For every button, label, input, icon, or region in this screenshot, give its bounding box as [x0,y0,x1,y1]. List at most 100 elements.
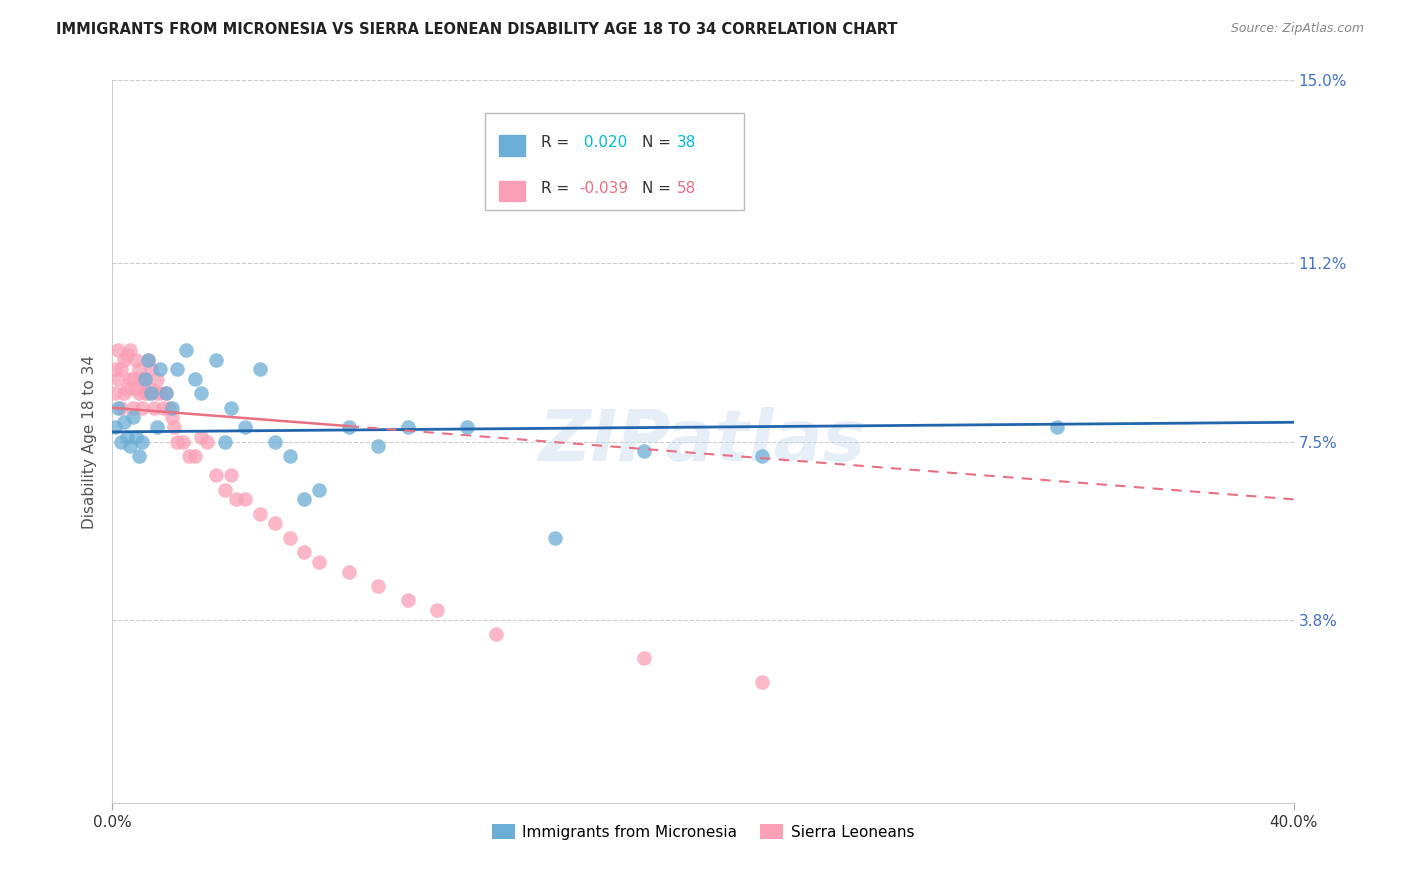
Text: IMMIGRANTS FROM MICRONESIA VS SIERRA LEONEAN DISABILITY AGE 18 TO 34 CORRELATION: IMMIGRANTS FROM MICRONESIA VS SIERRA LEO… [56,22,898,37]
Point [233,492,256,507]
Point [1046,420,1069,434]
Point [633,651,655,665]
Point [146,372,169,386]
Point [110,401,132,415]
Point [195,434,218,449]
Point [134,372,156,386]
Point [205,468,228,483]
Point [136,352,159,367]
Y-axis label: Disability Age 18 to 34: Disability Age 18 to 34 [82,354,97,529]
Text: 38: 38 [678,135,696,150]
Point [160,401,183,415]
Point [134,372,156,386]
Point [120,439,142,453]
Legend: Immigrants from Micronesia, Sierra Leoneans: Immigrants from Micronesia, Sierra Leone… [485,818,921,846]
Point [278,531,301,545]
Point [104,386,127,401]
Point [142,401,165,415]
Point [122,372,145,386]
Point [131,372,153,386]
Point [190,430,212,444]
FancyBboxPatch shape [485,112,744,211]
Point [125,382,148,396]
Point [163,420,186,434]
Point [125,430,148,444]
Text: ZIPatlas: ZIPatlas [540,407,866,476]
Point [146,420,169,434]
Point [117,348,138,362]
Point [367,439,389,453]
Point [155,386,177,401]
Point [292,492,315,507]
Point [110,362,132,376]
Point [139,386,162,401]
Point [485,627,508,641]
Point [426,603,449,617]
Point [367,579,389,593]
Point [155,386,177,401]
Point [172,434,194,449]
Point [751,449,773,463]
Point [233,420,256,434]
Point [117,430,138,444]
Point [544,531,567,545]
Point [120,343,142,357]
Point [308,555,330,569]
Point [396,420,419,434]
Point [225,492,247,507]
Point [751,675,773,690]
Point [249,362,271,376]
Point [166,362,188,376]
Point [214,483,236,497]
Point [184,449,207,463]
Point [149,386,172,401]
Point [139,382,162,396]
Point [117,382,138,396]
Point [128,449,150,463]
Point [149,362,172,376]
Point [134,386,156,401]
Point [337,420,360,434]
Text: N =: N = [641,181,675,196]
Text: R =: R = [541,181,574,196]
Text: Source: ZipAtlas.com: Source: ZipAtlas.com [1230,22,1364,36]
Point [205,352,228,367]
Point [337,565,360,579]
Point [131,434,153,449]
Point [122,401,145,415]
Point [107,401,129,415]
Point [219,468,242,483]
Point [166,434,188,449]
Bar [499,181,524,202]
Point [112,352,135,367]
Point [107,372,129,386]
Point [308,483,330,497]
Point [264,434,287,449]
Point [128,362,150,376]
Point [179,449,201,463]
Point [174,343,197,357]
Point [122,410,145,425]
Text: N =: N = [641,135,675,150]
Point [278,449,301,463]
Point [292,545,315,559]
Text: -0.039: -0.039 [579,181,628,196]
Point [125,352,148,367]
Point [456,420,478,434]
Point [152,401,174,415]
Point [131,401,153,415]
Point [104,362,127,376]
Point [146,386,169,401]
Point [190,386,212,401]
Point [112,415,135,429]
Bar [499,136,524,155]
Point [214,434,236,449]
Point [249,507,271,521]
Point [157,401,180,415]
Text: 58: 58 [678,181,696,196]
Text: R =: R = [541,135,574,150]
Point [396,593,419,607]
Point [120,372,142,386]
Point [112,386,135,401]
Point [264,516,287,531]
